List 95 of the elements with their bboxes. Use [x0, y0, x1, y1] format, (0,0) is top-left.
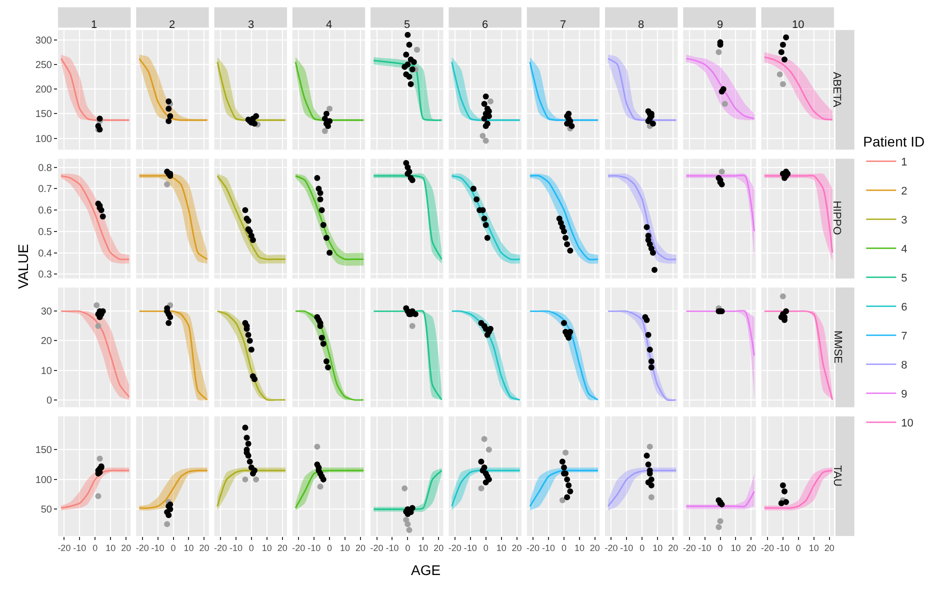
chart-title: 8 — [638, 19, 644, 31]
y-tick-label: 100 — [35, 474, 52, 486]
x-tick-label: -10 — [73, 542, 86, 553]
x-tick-label: 0 — [405, 542, 410, 553]
y-tick-label: 0.5 — [38, 226, 52, 238]
chart-title: 6 — [482, 19, 488, 31]
x-tick-label: -20 — [526, 542, 540, 553]
x-tick-label: 20 — [434, 542, 444, 553]
x-axis-title: AGE — [411, 562, 441, 578]
x-tick-label: 0 — [718, 542, 723, 553]
x-tick-label: 0 — [796, 542, 801, 553]
chart-title: 4 — [326, 19, 332, 31]
x-tick-label: 10 — [340, 542, 350, 553]
x-tick-label: 10 — [574, 542, 584, 553]
x-tick-label: -20 — [136, 542, 149, 553]
chart-title: 2 — [169, 19, 176, 31]
x-tick-label: 10 — [262, 542, 272, 553]
x-tick-label: -10 — [620, 542, 634, 553]
chart-title: 5 — [404, 19, 410, 31]
x-tick-label: 0 — [561, 542, 566, 553]
y-axis-title: VALUE — [15, 244, 32, 289]
y-tick-label: 0 — [46, 395, 52, 406]
x-tick-label: -20 — [370, 542, 384, 553]
y-tick-label: 30 — [40, 306, 52, 318]
annotation: ABETA — [830, 72, 843, 108]
x-tick-label: 20 — [199, 542, 210, 553]
chart-title: 9 — [717, 19, 724, 31]
legend-label: 2 — [901, 185, 908, 198]
x-tick-label: -20 — [604, 542, 618, 553]
x-tick-label: 0 — [483, 542, 488, 553]
x-tick-label: 10 — [184, 542, 194, 553]
x-tick-label: 20 — [355, 542, 366, 553]
y-tick-label: 0.7 — [38, 184, 52, 196]
x-tick-label: -20 — [760, 542, 774, 553]
legend-title: Patient ID — [863, 134, 925, 150]
x-tick-label: 0 — [92, 542, 98, 553]
chart-title: 10 — [792, 19, 804, 31]
chart-title: 7 — [560, 19, 566, 31]
x-tick-label: -10 — [698, 542, 712, 553]
annotation: MMSE — [831, 330, 844, 364]
y-tick-label: 0.3 — [38, 270, 52, 281]
x-tick-label: -10 — [229, 542, 242, 553]
x-tick-label: 20 — [590, 542, 600, 553]
x-tick-label: -10 — [776, 542, 790, 553]
x-tick-label: 20 — [512, 542, 522, 553]
x-tick-label: -10 — [151, 542, 164, 553]
legend-label: 7 — [901, 330, 908, 342]
y-tick-label: 300 — [35, 35, 52, 46]
y-tick-label: 250 — [35, 60, 52, 71]
x-tick-label: 10 — [730, 542, 741, 553]
x-tick-label: -10 — [464, 542, 477, 553]
x-tick-label: -20 — [214, 542, 227, 553]
x-tick-label: -10 — [386, 542, 399, 553]
y-tick-label: 10 — [40, 366, 52, 377]
legend-label: 8 — [901, 359, 908, 372]
x-tick-label: 10 — [808, 542, 819, 553]
x-tick-label: 10 — [652, 542, 663, 553]
legend-label: 6 — [901, 301, 908, 314]
legend-label: 1 — [901, 156, 908, 168]
x-tick-label: 20 — [121, 542, 132, 553]
x-tick-label: 0 — [170, 542, 176, 553]
x-tick-label: 20 — [668, 542, 678, 553]
chart-title: 3 — [248, 19, 254, 31]
x-tick-label: 20 — [277, 542, 288, 553]
x-tick-label: 20 — [746, 542, 756, 553]
x-tick-label: 20 — [824, 542, 834, 553]
annotation: HIPPO — [830, 200, 843, 236]
legend-label: 3 — [901, 214, 908, 226]
x-tick-label: -20 — [58, 542, 71, 553]
y-tick-label: 100 — [35, 134, 52, 145]
x-tick-label: -20 — [682, 542, 696, 553]
y-tick-label: 50 — [40, 504, 52, 516]
y-tick-label: 150 — [35, 445, 52, 456]
x-tick-label: 0 — [248, 542, 254, 553]
x-tick-label: 10 — [106, 542, 116, 553]
x-tick-label: -20 — [292, 542, 306, 553]
y-tick-label: 150 — [35, 109, 52, 120]
y-tick-label: 0.6 — [38, 206, 52, 217]
y-tick-label: 20 — [40, 336, 52, 348]
y-tick-label: 200 — [35, 84, 52, 96]
x-tick-label: 0 — [640, 542, 645, 553]
annotation: TAU — [831, 465, 844, 486]
x-tick-label: -20 — [448, 542, 462, 553]
x-tick-label: 10 — [496, 542, 506, 553]
x-tick-label: 10 — [418, 542, 428, 553]
legend-label: 10 — [901, 417, 914, 430]
x-tick-label: -10 — [542, 542, 556, 553]
x-tick-label: -10 — [308, 542, 321, 553]
legend-label: 4 — [901, 243, 908, 256]
x-tick-label: 0 — [327, 542, 332, 553]
chart-title: 1 — [91, 19, 98, 31]
legend-label: 9 — [901, 388, 908, 400]
y-tick-label: 0.8 — [38, 162, 52, 174]
legend-label: 5 — [901, 272, 908, 284]
y-tick-label: 0.4 — [38, 248, 52, 260]
